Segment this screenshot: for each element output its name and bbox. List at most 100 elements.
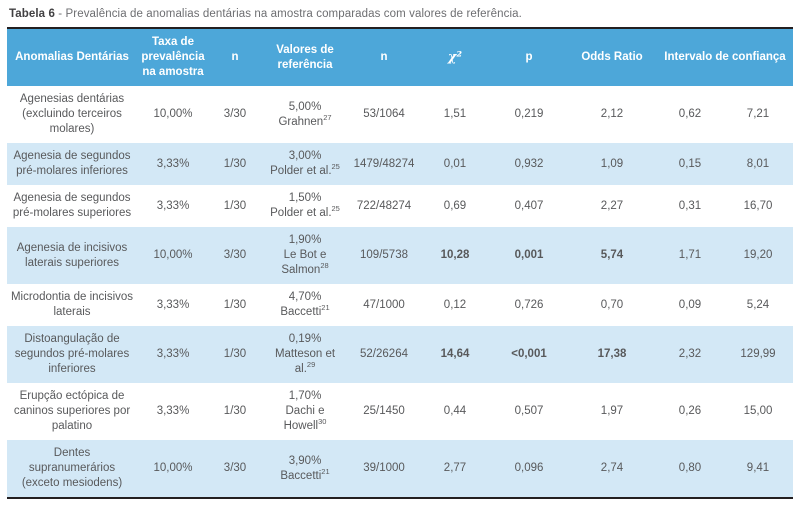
reference-percentage: 4,70% (288, 291, 322, 303)
anomaly-name: Agenesia de segundos pré-molares superio… (12, 192, 132, 219)
p-value: 0,407 (514, 199, 544, 212)
prevalence-rate: 3,33% (156, 199, 190, 212)
reference-value: 1,70% Dachi e Howell30 (261, 383, 349, 440)
reference-source: Dachi e Howell30 (283, 405, 327, 432)
odds-ratio-value: 5,74 (567, 227, 657, 284)
reference-citation-number: 30 (318, 417, 327, 427)
reference-percentage: 1,70% (288, 390, 322, 402)
header-odds-ratio: Odds Ratio (567, 28, 657, 86)
sample-n: 1/30 (223, 405, 247, 417)
header-sample-n: n (209, 28, 261, 86)
header-reference-n: n (349, 28, 419, 86)
ci-lower-bound: 0,62 (678, 108, 702, 120)
reference-citation-number: 21 (321, 303, 330, 313)
reference-value: 3,90% Baccetti21 (261, 440, 349, 498)
reference-source: Matteson et al.29 (274, 348, 336, 375)
chi-square-value: 0,12 (443, 298, 467, 311)
prevalence-rate: 3,33% (156, 298, 190, 311)
prevalence-rate: 3,33% (137, 143, 209, 185)
table-caption: Tabela 6 - Prevalência de anomalias dent… (9, 8, 793, 20)
reference-source: Polder et al.25 (270, 162, 340, 177)
ci-lower-bound: 2,32 (657, 326, 723, 383)
odds-ratio-value: 2,27 (600, 199, 624, 212)
reference-value: 1,50% Polder et al.25 (261, 185, 349, 227)
reference-citation-number: 28 (320, 261, 329, 271)
prevalence-rate: 10,00% (137, 440, 209, 498)
ci-upper-bound: 8,01 (723, 143, 793, 185)
table-row: Distoangulação de segundos pré-molares i… (7, 326, 793, 383)
reference-percentage: 1,90% (288, 234, 322, 246)
p-value: 0,096 (491, 440, 567, 498)
reference-percentage: 1,50% (288, 192, 322, 204)
table-row: Agenesia de segundos pré-molares inferio… (7, 143, 793, 185)
reference-citation-number: 25 (331, 204, 340, 214)
reference-percentage: 5,00% (288, 100, 322, 113)
ci-lower-bound: 0,31 (678, 199, 702, 212)
p-value: 0,001 (491, 227, 567, 284)
reference-n: 109/5738 (349, 227, 419, 284)
reference-source: Baccetti21 (280, 466, 330, 482)
reference-value: 1,90% Le Bot e Salmon28 (261, 227, 349, 284)
anomaly-name: Agenesia de segundos pré-molares inferio… (7, 143, 137, 185)
chi-square-value: 0,44 (443, 405, 467, 417)
header-anomalies: Anomalias Dentárias (7, 28, 137, 86)
reference-n: 1479/48274 (349, 143, 419, 185)
chi-square-value: 2,77 (419, 440, 491, 498)
anomaly-name: Agenesia de incisivos laterais superiore… (7, 227, 137, 284)
reference-source: Polder et al.25 (270, 204, 340, 219)
header-prevalence-rate: Taxa de prevalência na amostra (137, 28, 209, 86)
table-caption-number: Tabela 6 (9, 8, 55, 20)
ci-upper-bound: 19,20 (723, 227, 793, 284)
table-row: Agenesias dentárias (excluindo terceiros… (7, 86, 793, 143)
p-value: 0,726 (514, 298, 544, 311)
table-row: Microdontia de incisivos laterais 3,33% 1/… (7, 284, 793, 326)
sample-n: 3/30 (209, 440, 261, 498)
odds-ratio-value: 1,97 (600, 405, 624, 417)
table-row: Erupção ectópica de caninos superiores p… (7, 383, 793, 440)
sample-n: 1/30 (223, 199, 247, 212)
ci-lower-bound: 0,80 (657, 440, 723, 498)
odds-ratio-value: 0,70 (600, 298, 624, 311)
ci-upper-bound: 15,00 (743, 405, 773, 417)
reference-source: Baccetti21 (280, 303, 330, 318)
p-value: 0,507 (514, 405, 544, 417)
odds-ratio-value: 2,74 (567, 440, 657, 498)
p-value: <0,001 (491, 326, 567, 383)
header-p-value: p (491, 28, 567, 86)
odds-ratio-value: 17,38 (567, 326, 657, 383)
prevalence-rate: 3,33% (156, 405, 190, 417)
anomaly-name: Distoangulação de segundos pré-molares i… (7, 326, 137, 383)
sample-n: 3/30 (223, 108, 247, 120)
ci-lower-bound: 1,71 (657, 227, 723, 284)
reference-value: 3,00% Polder et al.25 (261, 143, 349, 185)
prevalence-rate: 10,00% (153, 108, 193, 120)
reference-n: 25/1450 (363, 405, 405, 417)
ci-upper-bound: 7,21 (746, 108, 770, 120)
table-caption-text: - Prevalência de anomalias dentárias na … (54, 8, 522, 20)
anomaly-name: Agenesias dentárias (excluindo terceiros… (19, 93, 125, 135)
reference-value: 4,70% Baccetti21 (261, 284, 349, 326)
chi-square-value: 10,28 (419, 227, 491, 284)
header-reference-values: Valores de referência (261, 28, 349, 86)
odds-ratio-value: 2,12 (600, 108, 624, 120)
chi-square-value: 1,51 (443, 108, 467, 120)
reference-value: 5,00% Grahnen27 (261, 86, 349, 143)
reference-percentage: 3,90% (288, 454, 322, 467)
reference-source: Grahnen27 (278, 112, 332, 128)
ci-lower-bound: 0,26 (678, 405, 702, 417)
anomaly-name: Erupção ectópica de caninos superiores p… (13, 390, 131, 432)
odds-ratio-value: 1,09 (567, 143, 657, 185)
reference-n: 53/1064 (363, 108, 405, 120)
prevalence-rate: 3,33% (137, 326, 209, 383)
sample-n: 1/30 (209, 143, 261, 185)
ci-upper-bound: 5,24 (746, 298, 770, 311)
chi-square-value: 0,69 (443, 199, 467, 212)
header-chi-square: χ² (419, 28, 491, 86)
table-row: Agenesia de segundos pré-molares superio… (7, 185, 793, 227)
table-row: Dentes supranumerários (exceto mesiodens… (7, 440, 793, 498)
reference-citation-number: 25 (331, 162, 340, 172)
table-row: Agenesia de incisivos laterais superiore… (7, 227, 793, 284)
sample-n: 3/30 (209, 227, 261, 284)
reference-n: 47/1000 (363, 298, 405, 311)
